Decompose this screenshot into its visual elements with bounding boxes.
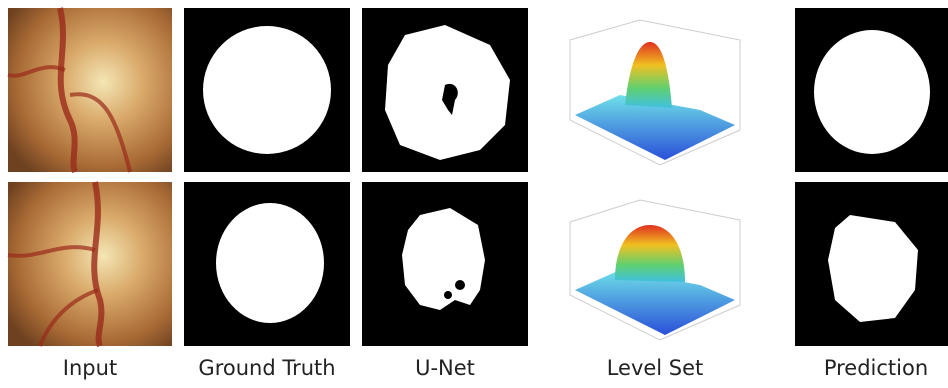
unet-mask: [362, 8, 528, 346]
column-label: Ground Truth: [198, 356, 335, 380]
level-set-plot: [570, 20, 740, 340]
input-image: [8, 8, 172, 172]
prediction-mask: [795, 8, 948, 346]
column-label: Prediction: [824, 356, 928, 380]
column-label: Input: [63, 356, 117, 380]
ground-truth-mask: [184, 8, 350, 346]
column-label: Level Set: [607, 356, 704, 380]
figure: Input Ground Truth U-Net Level Set Predi…: [0, 0, 948, 388]
input-image: [8, 182, 172, 346]
column-label: U-Net: [415, 356, 475, 380]
